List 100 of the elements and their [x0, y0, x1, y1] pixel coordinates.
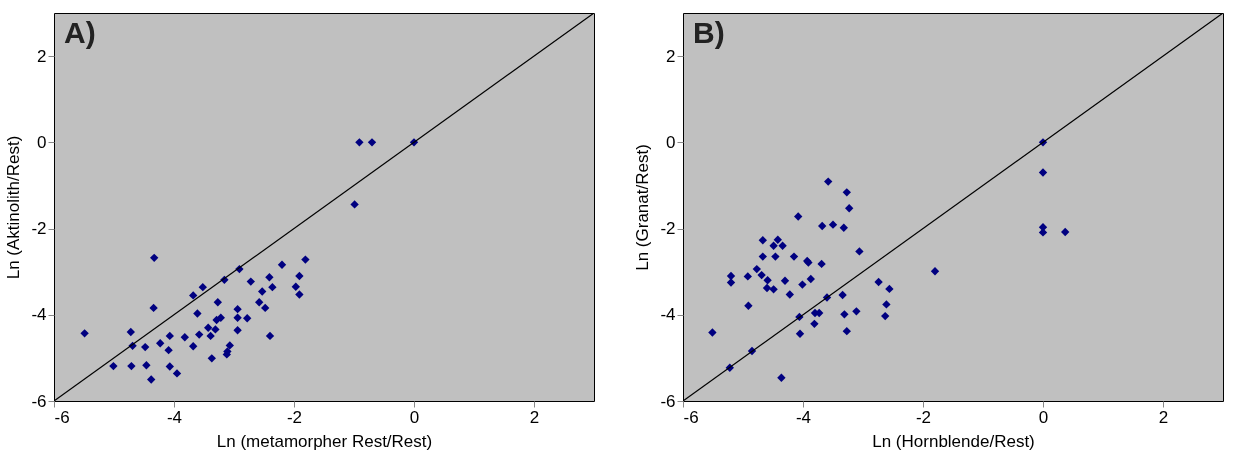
point	[758, 236, 767, 245]
point	[193, 309, 202, 318]
point	[204, 323, 213, 332]
y-axis-title: Ln (Aktinolith/Rest)	[4, 135, 24, 280]
point	[277, 260, 287, 269]
chart-title: B)	[693, 16, 725, 49]
x-tick-label: 0	[409, 407, 420, 427]
x-tick-label: -2	[286, 407, 303, 427]
y-tick-label: 2	[37, 46, 47, 66]
point	[881, 311, 890, 321]
y-tick-label: -2	[31, 219, 47, 239]
point	[258, 287, 267, 296]
point	[845, 204, 854, 213]
point	[818, 221, 827, 231]
point	[126, 327, 135, 337]
point	[810, 319, 819, 329]
point	[743, 272, 752, 281]
point	[268, 283, 277, 292]
point	[885, 284, 894, 294]
point	[757, 270, 766, 280]
point	[778, 241, 787, 250]
point	[149, 303, 158, 313]
y-tick-label: -4	[660, 305, 676, 325]
point	[180, 333, 189, 342]
point	[777, 373, 786, 382]
y-tick-label: 0	[37, 132, 47, 152]
point	[207, 354, 216, 363]
y-tick-label: -4	[31, 305, 47, 325]
point	[265, 273, 274, 282]
point	[708, 328, 717, 337]
point	[367, 138, 377, 147]
point	[291, 282, 300, 291]
point	[147, 375, 156, 384]
point	[930, 267, 940, 276]
point	[744, 301, 753, 310]
point	[246, 277, 255, 286]
point	[255, 298, 264, 307]
point	[752, 264, 761, 274]
point	[225, 341, 234, 350]
point	[233, 304, 242, 314]
point	[165, 331, 174, 341]
x-tick-label: 2	[1158, 407, 1169, 427]
point	[213, 298, 222, 307]
point	[80, 329, 89, 338]
point	[762, 283, 772, 293]
point	[150, 253, 159, 263]
x-axis-title: Ln (metamorpher Rest/Rest)	[216, 431, 433, 451]
point	[216, 313, 225, 322]
point	[798, 280, 807, 289]
point	[771, 252, 780, 261]
y-tick-label: 2	[666, 46, 676, 66]
point	[243, 314, 252, 323]
point	[233, 326, 242, 335]
x-tick-label: -4	[166, 407, 183, 427]
point	[828, 220, 838, 229]
point	[1038, 168, 1048, 177]
point	[195, 330, 204, 339]
point	[769, 285, 778, 294]
point	[769, 241, 778, 250]
x-axis-title: Ln (Hornblende/Rest)	[872, 431, 1035, 451]
point	[1038, 228, 1048, 237]
y-tick-label: -6	[660, 391, 676, 411]
point	[211, 325, 220, 334]
point	[164, 345, 173, 355]
point	[840, 310, 849, 319]
point	[265, 331, 275, 341]
point	[780, 276, 790, 285]
y-axis-title: Ln (Granat/Rest)	[633, 144, 653, 271]
chart-title: A)	[64, 16, 96, 49]
point	[172, 369, 182, 378]
point	[127, 361, 136, 371]
point	[817, 259, 826, 269]
point	[165, 362, 174, 371]
point	[806, 274, 815, 284]
point	[773, 235, 782, 244]
point	[874, 277, 883, 287]
x-tick-label: -4	[795, 407, 812, 427]
point	[855, 247, 864, 256]
point	[1061, 227, 1070, 237]
point	[785, 290, 794, 299]
point	[824, 177, 833, 186]
point	[109, 361, 118, 371]
point	[301, 255, 310, 264]
point	[852, 307, 861, 316]
point	[842, 188, 851, 197]
point	[295, 271, 304, 281]
point	[198, 283, 207, 292]
point	[350, 200, 359, 209]
point	[839, 223, 848, 232]
point	[189, 291, 198, 300]
point	[763, 276, 772, 285]
point	[233, 313, 242, 322]
point	[842, 326, 851, 336]
x-tick-label: -2	[915, 407, 932, 427]
point	[206, 331, 215, 341]
x-tick-label: 0	[1038, 407, 1049, 427]
point	[142, 361, 151, 370]
point	[189, 342, 198, 351]
point	[795, 329, 805, 338]
point	[295, 290, 304, 299]
